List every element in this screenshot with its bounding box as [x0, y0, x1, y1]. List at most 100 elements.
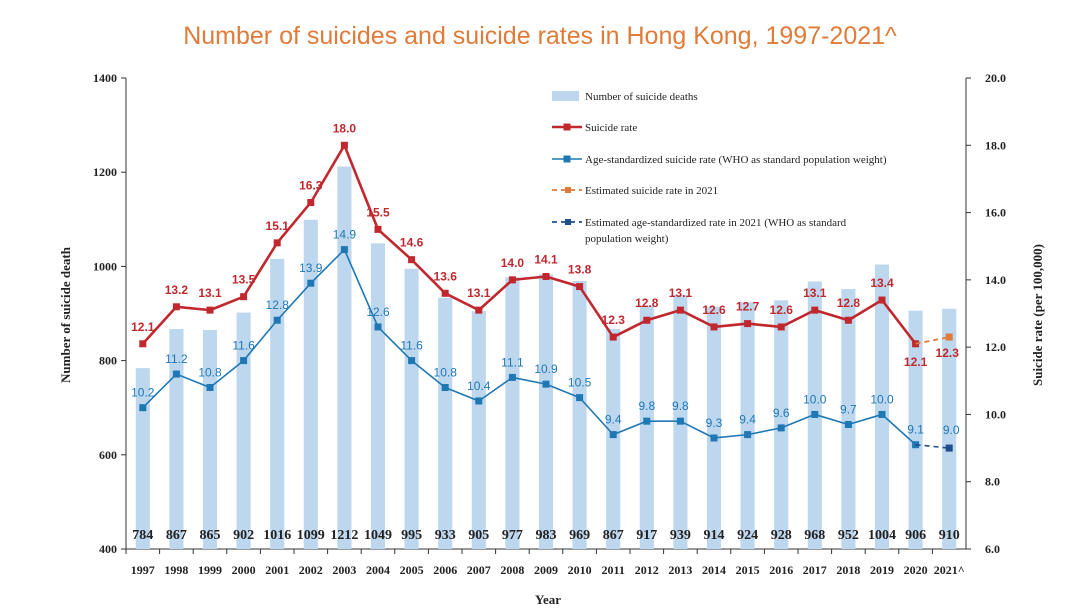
y2-tick-label: 8.0	[985, 475, 1000, 489]
age-point	[676, 417, 684, 425]
age-value-label: 13.9	[299, 261, 323, 275]
x-tick-label: 2005	[400, 563, 424, 577]
y2-axis-label: Suicide rate (per 100,000)	[1030, 244, 1045, 386]
age-point	[307, 279, 315, 287]
age-point	[844, 421, 852, 429]
age-value-label: 10.0	[870, 392, 894, 406]
bar-value-label: 917	[636, 528, 657, 543]
rate-value-label: 14.6	[400, 236, 424, 250]
bar-value-label: 977	[502, 528, 523, 543]
y-tick-label: 800	[99, 354, 117, 368]
age-value-label: 9.8	[672, 399, 689, 413]
x-tick-label: 2002	[299, 563, 323, 577]
rate-line	[141, 143, 917, 345]
x-tick-label: 2007	[467, 563, 491, 577]
rate-value-label: 13.8	[568, 263, 592, 277]
x-tick-label: 2012	[635, 563, 659, 577]
age-value-label: 9.8	[638, 399, 655, 413]
age-value-label: 10.2	[131, 386, 155, 400]
bar	[404, 268, 419, 549]
age-value-label: 11.2	[165, 352, 188, 366]
bar	[135, 368, 150, 549]
x-tick-label: 2020	[904, 563, 928, 577]
age-value-label: 10.5	[568, 376, 592, 390]
age-value-label: 10.8	[198, 366, 222, 380]
rate-value-label: 12.8	[635, 296, 659, 310]
y-axis-label: Number of suicide death	[58, 246, 73, 383]
age-value-label: 10.0	[803, 392, 827, 406]
bar	[169, 329, 184, 549]
bars: 784 867 865 902 1016 1099 1212 1049 995 933 905 977…	[132, 166, 960, 550]
rate-point	[374, 225, 382, 233]
x-tick-label: 2009	[534, 563, 558, 577]
chart-title: Number of suicides and suicide rates in …	[183, 22, 897, 50]
bar-value-label: 983	[536, 528, 557, 543]
rate-value-label: 14.1	[534, 252, 558, 266]
rate-point	[744, 320, 752, 328]
rate-value-label: 13.2	[165, 283, 189, 297]
age-point	[240, 357, 248, 365]
bar-value-label: 784	[132, 528, 153, 543]
rate-point	[273, 239, 281, 247]
legend-label: Age-standardized suicide rate (WHO as st…	[585, 154, 887, 166]
bar	[505, 277, 520, 549]
age-point	[139, 404, 147, 412]
bar-value-label: 968	[804, 528, 825, 543]
rate-value-label: 12.7	[736, 300, 760, 314]
bar	[572, 281, 587, 549]
legend-marker	[565, 219, 571, 225]
age-value-label: 10.4	[467, 379, 491, 393]
estimated-rate-line	[915, 336, 950, 345]
rate-point	[643, 316, 651, 324]
rate-value-label: 15.1	[266, 219, 290, 233]
rate-point	[576, 283, 584, 291]
x-tick-label: 2018	[836, 563, 860, 577]
rate-value-label: 15.5	[366, 205, 390, 219]
bar-value-label: 905	[468, 528, 489, 543]
rate-point	[172, 303, 180, 311]
bar	[874, 264, 890, 549]
legend-marker	[565, 187, 571, 193]
x-tick-label: 1998	[164, 563, 188, 577]
bar-value-label: 928	[771, 528, 792, 543]
bar	[606, 329, 621, 549]
bar	[942, 308, 957, 549]
bar	[270, 258, 285, 549]
bar	[538, 274, 554, 549]
y2-tick-label: 20.0	[985, 71, 1006, 85]
bar	[841, 289, 856, 549]
legend: Number of suicide deaths Suicide rate Age-…	[552, 91, 887, 245]
age-value-label: 11.6	[232, 339, 255, 353]
estimated-age-point	[945, 444, 953, 452]
x-tick-label: 2008	[500, 563, 524, 577]
age-point	[576, 394, 584, 402]
rate-point	[206, 306, 214, 314]
bar	[706, 306, 722, 549]
y-tick-label: 1400	[93, 71, 117, 85]
rate-value-label: 18.0	[333, 121, 357, 135]
bar	[236, 312, 251, 549]
legend-marker	[563, 123, 571, 131]
legend-swatch	[552, 91, 579, 101]
age-point	[273, 316, 281, 324]
age-point	[777, 424, 785, 432]
rate-point	[676, 306, 684, 314]
x-tick-label: 2015	[736, 563, 760, 577]
bar	[908, 310, 923, 549]
rate-value-label: 13.1	[198, 286, 222, 300]
rate-point	[307, 198, 315, 206]
rate-point	[811, 306, 819, 314]
legend-marker	[563, 155, 571, 163]
x-tick-label: 2006	[433, 563, 457, 577]
bar-value-label: 1049	[364, 528, 392, 543]
rate-value-label: 12.3	[602, 313, 626, 327]
age-value-label: 9.1	[907, 423, 924, 437]
x-tick-label: 2016	[769, 563, 793, 577]
bar-value-label: 902	[233, 528, 254, 543]
y2-tick-label: 16.0	[985, 206, 1006, 220]
age-point	[542, 380, 550, 388]
rate-point	[139, 340, 147, 348]
legend-label: Number of suicide deaths	[585, 91, 698, 103]
legend-label: Estimated age-standardized rate in 2021 …	[585, 217, 847, 229]
x-axis-label: Year	[535, 592, 561, 607]
